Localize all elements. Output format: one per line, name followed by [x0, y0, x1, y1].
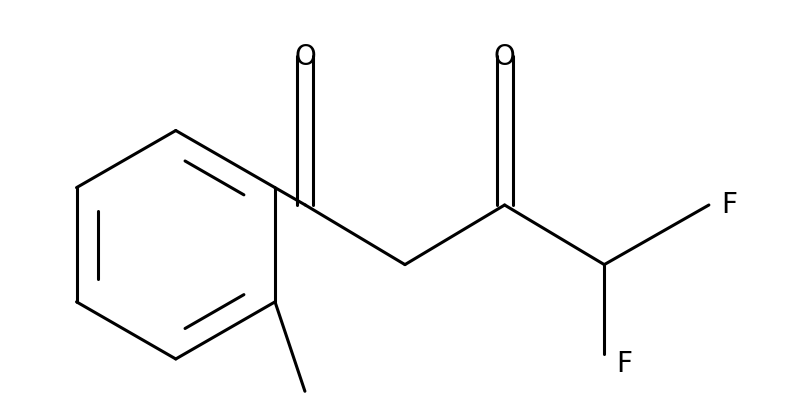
Text: F: F	[616, 350, 632, 378]
Text: O: O	[494, 43, 516, 71]
Text: O: O	[295, 43, 316, 71]
Text: F: F	[720, 191, 737, 219]
